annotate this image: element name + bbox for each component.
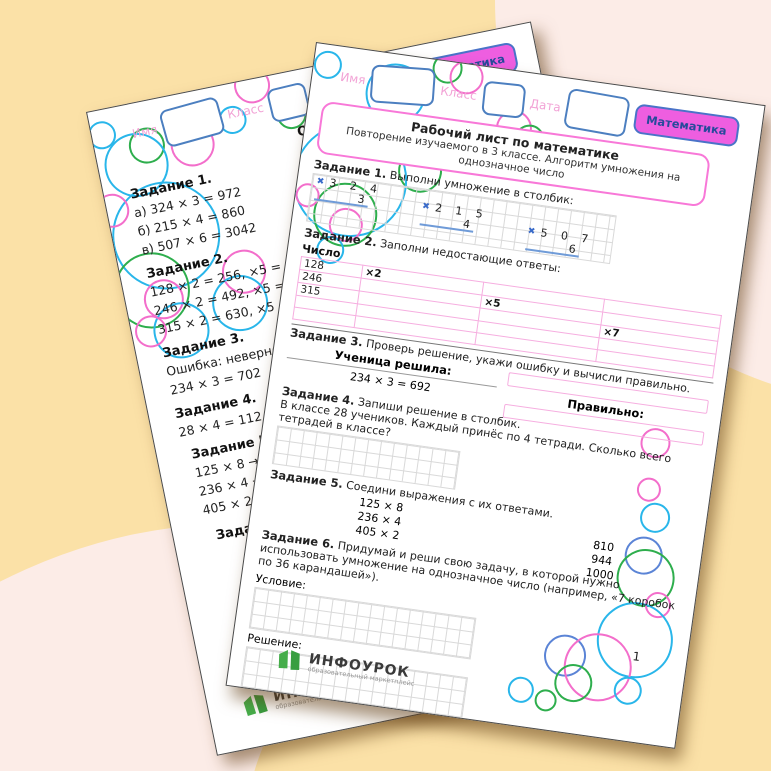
- multiply-icon: ✖: [421, 201, 431, 213]
- back-worksheet-page: Имя Класс Дата Математика Ответы Задание…: [86, 21, 662, 756]
- class-label: Класс: [439, 83, 478, 103]
- class-input-box[interactable]: [480, 80, 526, 119]
- infourok-logo-icon: [278, 649, 300, 671]
- infourok-logo: ИНФОУРОК образовательный маркетплейс: [275, 645, 417, 690]
- date-input-box[interactable]: [563, 87, 632, 138]
- page-number: 1: [631, 649, 642, 665]
- name-label: Имя: [339, 69, 367, 88]
- answers-list: 810 944 1000: [577, 537, 626, 585]
- infourok-logo-icon: [243, 695, 268, 717]
- back-name-label: Имя: [130, 122, 159, 142]
- front-worksheet-page: Имя Класс Дата Математика Рабочий лист п…: [225, 42, 766, 749]
- multiplication-problem-2: ✖ 2 1 5 4: [419, 200, 488, 233]
- subject-badge: Математика: [632, 103, 741, 148]
- multiply-icon: ✖: [315, 176, 325, 188]
- back-name-input-box[interactable]: [158, 95, 227, 149]
- back-class-label: Класс: [226, 100, 265, 122]
- infourok-logo-back: ИНФОУРОК образовательный маркетплейс: [240, 666, 382, 719]
- multiplication-problem-1: ✖ 3 2 4 3: [313, 175, 383, 208]
- date-label: Дата: [528, 96, 562, 115]
- name-input-box[interactable]: [369, 64, 437, 107]
- multiply-icon: ✖: [527, 226, 536, 238]
- multiplication-problem-3: ✖ 5 0 7 6: [525, 225, 594, 258]
